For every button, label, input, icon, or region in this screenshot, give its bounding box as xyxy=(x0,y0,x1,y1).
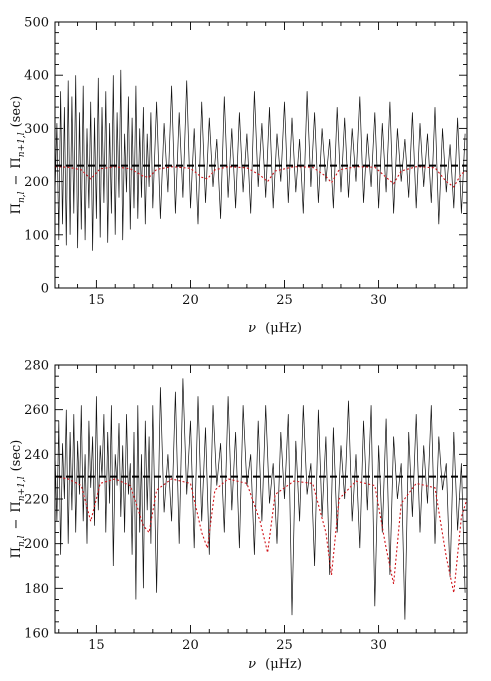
top-y-tick-label: 100 xyxy=(24,228,49,243)
bottom-observed-line xyxy=(55,378,466,620)
top-y-axis-pi1: Π xyxy=(9,203,24,214)
bottom-x-tick-label: 30 xyxy=(370,638,387,653)
bottom-y-axis-pi1: Π xyxy=(9,547,24,558)
top-y-axis-minus: − xyxy=(9,175,24,186)
top-model-line xyxy=(55,166,467,188)
bottom-plot-lines xyxy=(55,378,467,620)
top-x-axis-symbol: ν xyxy=(248,321,256,336)
bottom-y-axis-title: Πn,l − Πn+1,l (sec) xyxy=(9,440,27,559)
top-y-axis-sub1: n,l xyxy=(17,191,27,203)
top-y-tick-label: 0 xyxy=(41,282,49,297)
bottom-x-axis-close: ) xyxy=(297,657,302,672)
top-y-tick-label: 300 xyxy=(24,122,49,137)
top-y-axis-unit: (sec) xyxy=(9,96,24,128)
top-y-tick-label: 200 xyxy=(24,175,49,190)
bottom-x-tick-label: 15 xyxy=(88,638,105,653)
top-x-tick-label: 20 xyxy=(182,293,199,308)
top-y-tick-label: 400 xyxy=(24,69,49,84)
top-x-tick-label: 25 xyxy=(276,293,293,308)
bottom-y-tick-label: 240 xyxy=(24,448,49,463)
top-x-tick-label: 15 xyxy=(88,293,105,308)
top-x-axis-unit: μHz xyxy=(270,321,297,336)
bottom-x-axis-unit: μHz xyxy=(270,657,297,672)
bottom-x-tick-label: 20 xyxy=(182,638,199,653)
bottom-y-axis-minus: − xyxy=(9,519,24,530)
bottom-plot-frame xyxy=(54,364,468,634)
bottom-x-axis-title: ν (μHz) xyxy=(248,657,302,672)
top-x-axis-title: ν (μHz) xyxy=(248,321,302,336)
top-plot-lines xyxy=(55,69,467,251)
bottom-x-axis-symbol: ν xyxy=(248,657,256,672)
bottom-y-axis-pi2: Π xyxy=(9,501,24,512)
top-y-axis-pi2: Π xyxy=(9,157,24,168)
bottom-y-axis-unit: (sec) xyxy=(9,440,24,472)
top-y-axis-sub2: n+1,l xyxy=(17,132,27,157)
top-y-tick-label: 500 xyxy=(24,16,49,31)
top-y-axis-title: Πn,l − Πn+1,l (sec) xyxy=(9,96,27,215)
top-x-axis-close: ) xyxy=(297,321,302,336)
top-plot-frame xyxy=(54,21,468,289)
bottom-y-tick-label: 180 xyxy=(24,582,49,597)
bottom-y-tick-label: 260 xyxy=(24,403,49,418)
bottom-chart-panel: 15 20 25 30 160 180 200 220 240 260 280 ν (μHz) Πn… xyxy=(9,359,468,672)
top-x-tick-label: 30 xyxy=(370,293,387,308)
bottom-y-tick-label: 200 xyxy=(24,537,49,552)
bottom-y-tick-label: 160 xyxy=(24,627,49,642)
bottom-y-tick-label: 280 xyxy=(24,359,49,374)
top-observed-line xyxy=(55,69,466,251)
bottom-y-axis-sub1: n,l xyxy=(17,535,27,547)
bottom-y-axis-sub2: n+1,l xyxy=(17,476,27,501)
bottom-x-axis-open: ( xyxy=(265,657,270,672)
top-x-axis-open: ( xyxy=(265,321,270,336)
bottom-x-tick-label: 25 xyxy=(276,638,293,653)
bottom-y-tick-label: 220 xyxy=(24,493,49,508)
